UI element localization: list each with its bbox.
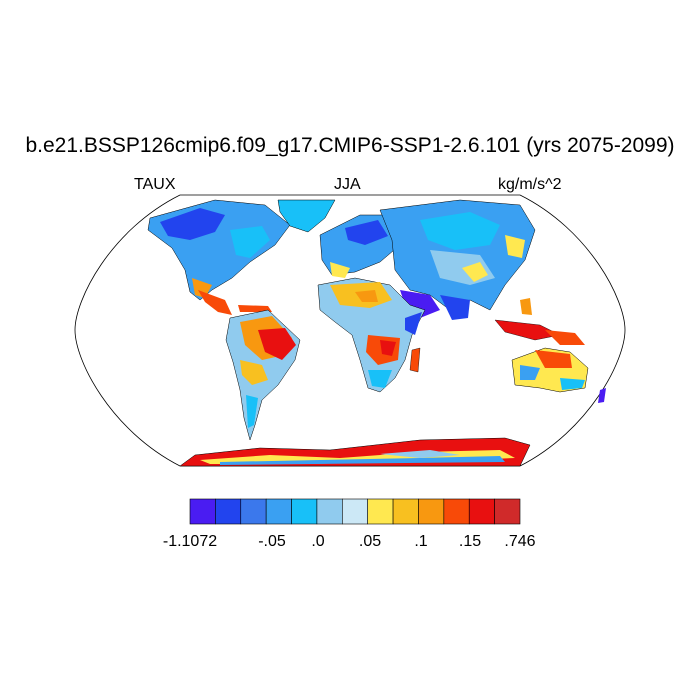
map-title: b.e21.BSSP126cmip6.f09_g17.CMIP6-SSP1-2.… [25,134,675,157]
colorbar-swatch [342,498,368,525]
land-asia [379,199,536,320]
colorbar-label: .15 [459,533,481,550]
colorbar-swatch [215,498,242,525]
colorbar-label: -1.1072 [163,533,217,550]
colorbar-swatch [316,498,343,525]
colorbar-swatch [240,498,267,525]
colorbar-swatch [291,498,318,525]
colorbar-swatch [392,498,419,525]
land-australia [511,347,589,393]
colorbar-label: .1 [414,533,427,550]
colorbar-swatch [265,498,292,525]
land-madagascar [409,347,421,373]
season-label: JJA [334,176,361,193]
colorbar-swatch [468,498,495,525]
land-maritime-asia [494,298,585,345]
colorbar-label: -.05 [258,533,286,550]
land-antarctica [179,437,531,467]
land-europe [319,214,401,278]
colorbar-swatch [443,498,470,525]
colorbar-swatch [367,498,394,525]
land-greenland [277,199,336,233]
colorbar-label: .746 [504,533,535,550]
colorbar-swatch [494,498,521,525]
land-africa [317,277,426,393]
colorbar-label: .05 [359,533,381,550]
variable-label: TAUX [134,176,176,193]
units-label: kg/m/s^2 [498,176,562,193]
land-new-zealand [598,388,606,403]
land-south-america [225,309,301,441]
colorbar-swatch [189,498,216,525]
colorbar-label: .0 [311,533,324,550]
colorbar-swatch [418,498,445,525]
